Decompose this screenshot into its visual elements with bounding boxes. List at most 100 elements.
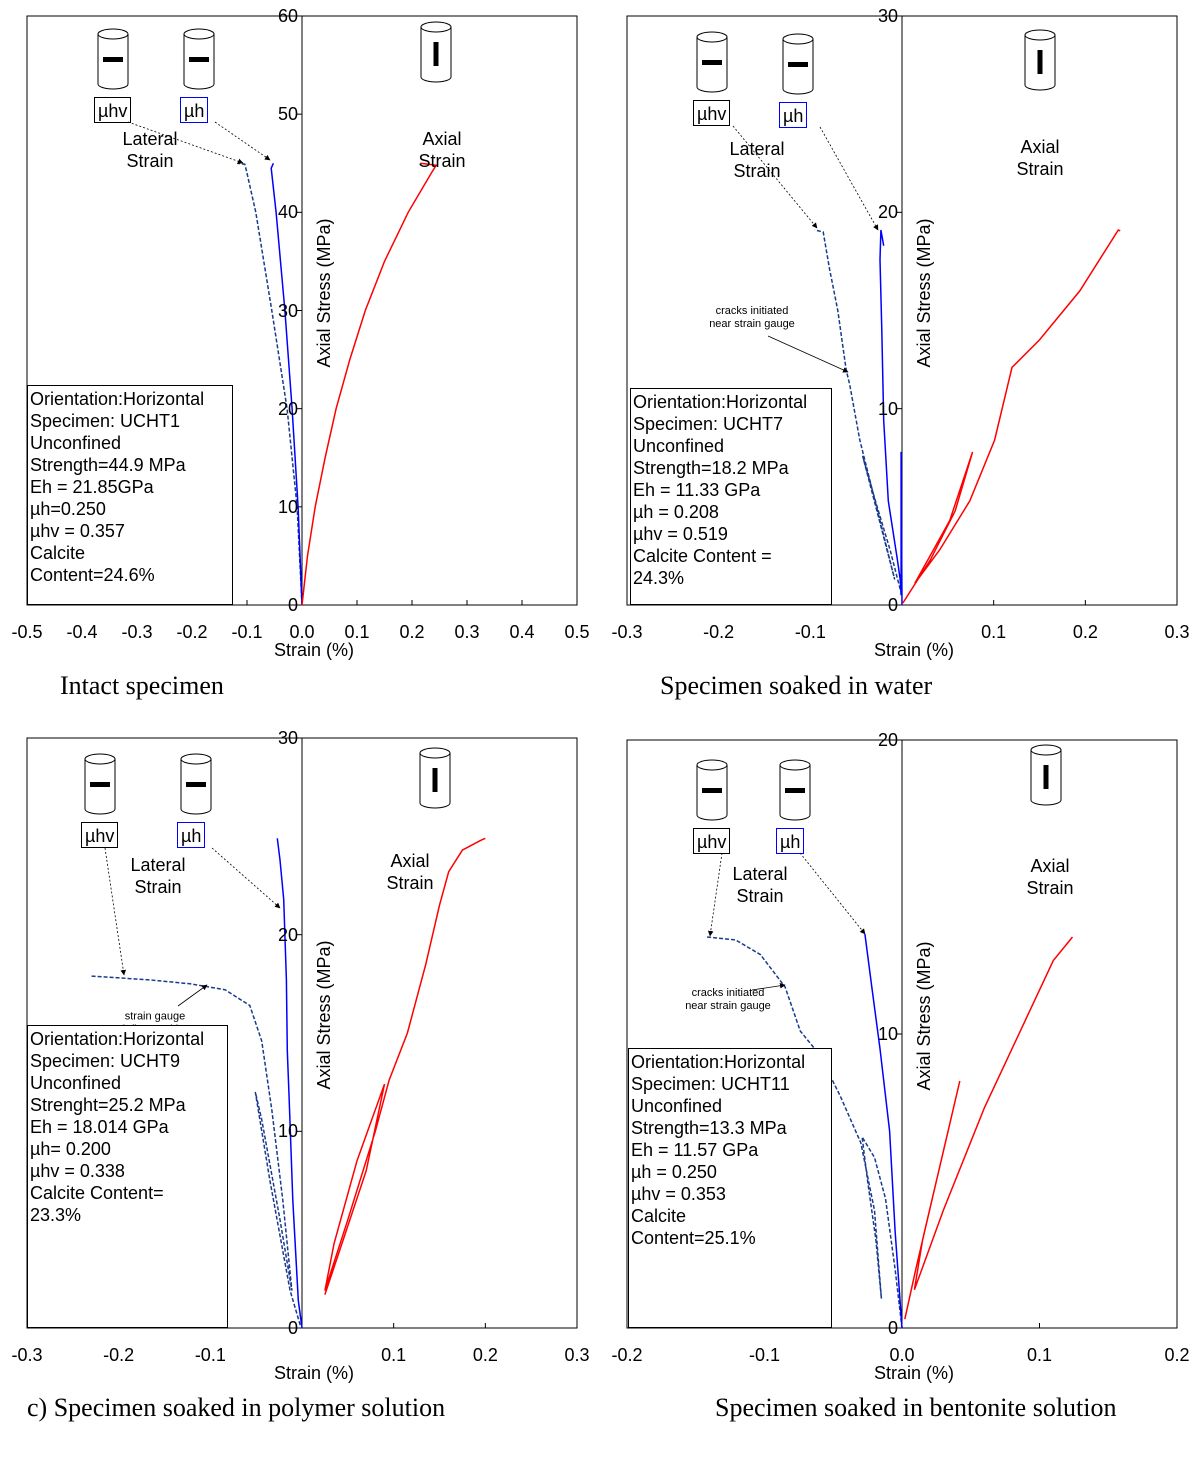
x-tick-label: 0.3 [564,1345,590,1365]
x-tick-label: 0.4 [509,622,535,642]
x-tick-label: -0.1 [794,622,826,642]
info-line: Strength=44.9 MPa [30,455,186,475]
cylinder-top [696,31,728,43]
caption: Intact specimen [60,671,224,700]
gauge-icon [702,60,722,65]
cylinder-icon [782,39,814,95]
x-tick-label: -0.3 [121,622,153,642]
pointer-arrow [104,847,127,976]
y-axis-label: Axial Stress (MPa) [314,218,334,368]
info-line: Specimen: UCHT7 [633,414,784,434]
cylinder-top [782,33,814,45]
y-tick-label: 60 [277,6,298,26]
annotation-line: near strain gauge [709,318,795,330]
info-line: Eh = 11.57 GPa [631,1140,759,1160]
cylinder-top [180,753,212,765]
x-tick-label: -0.2 [103,1345,135,1365]
info-line: Strength=18.2 MPa [633,458,789,478]
lateral-label: Lateral Strain [729,139,785,181]
info-line: Orientation:Horizontal [30,1029,205,1049]
cylinder-icon [84,759,116,815]
gauge-icon [186,782,206,787]
legend-entry: µhv [693,828,731,854]
x-tick-label: 0.0 [889,1345,915,1365]
y-tick-label: 0 [887,1318,898,1338]
pointer-arrow [211,847,281,909]
x-tick-label: 0.5 [564,622,590,642]
cylinder-icon [419,753,451,809]
cylinder-top [97,28,129,40]
legend-entry: µh [779,102,808,128]
caption: c) Specimen soaked in polymer solution [27,1393,446,1422]
gauge-icon [90,782,110,787]
y-tick-label: 10 [277,1121,298,1142]
axial-label: Axial Strain [418,129,466,171]
info-box: Orientation:Horizontal Specimen: UCHT1 Unc… [27,385,233,605]
legend-entry: µhv [81,822,119,848]
strain-curve [706,936,903,1329]
strain-curve [270,162,303,606]
y-tick-label: 50 [277,104,298,125]
pointer-arrow [799,852,866,935]
info-line: 23.3% [30,1205,82,1225]
gauge-icon [432,768,438,792]
y-tick-label: 30 [877,6,898,26]
legend-entry: µh [180,97,209,123]
cylinder-top [183,28,215,40]
info-line: Calcite [30,543,86,563]
x-tick-label: 0.2 [472,1345,498,1365]
info-line: Calcite Content = [633,546,772,566]
y-axis-label: Axial Stress (MPa) [914,941,934,1091]
info-line: Specimen: UCHT9 [30,1051,181,1071]
pointer-arrow [214,121,271,161]
info-box: Orientation:Horizontal Specimen: UCHT11 Un… [628,1048,832,1328]
cylinder-top [84,753,116,765]
axial-label: Axial Strain [1026,856,1074,898]
cylinder-top [419,747,451,759]
x-tick-label: 0.2 [399,622,425,642]
cylinder-top [420,21,452,33]
info-line: Content=25.1% [631,1228,756,1248]
strain-curve [237,162,303,606]
info-line: Orientation:Horizontal [631,1052,806,1072]
x-tick-label: -0.5 [11,622,43,642]
y-axis-label: Axial Stress (MPa) [914,218,934,368]
strain-curve [814,229,901,590]
info-line: Unconfined [30,433,122,453]
cylinder-icon [696,37,728,93]
info-line: Orientation:Horizontal [633,392,808,412]
info-line: Strenght=25.2 MPa [30,1095,186,1115]
cylinder-icon [1024,35,1056,91]
info-line: Unconfined [631,1096,723,1116]
cylinder-icon [696,765,728,821]
x-axis-label: Strain (%) [273,1363,355,1383]
x-tick-label: -0.3 [611,622,643,642]
info-line: µh= 0.200 [30,1139,111,1159]
info-line: Specimen: UCHT11 [631,1074,790,1094]
y-tick-label: 10 [877,1024,898,1044]
annotation-arrow [177,984,208,1007]
cylinder-icon [779,765,811,821]
annotation-line: near strain gauge [685,1000,771,1012]
info-line: µhv = 0.519 [633,524,728,544]
info-box: Orientation:Horizontal Specimen: UCHT9 Unc… [27,1025,228,1328]
gauge-icon [1043,765,1049,789]
y-tick-label: 20 [277,398,298,419]
strain-curve [324,837,486,1295]
info-line: Calcite Content= [30,1183,164,1203]
info-line: Unconfined [633,436,725,456]
strain-curve [301,162,438,606]
x-tick-label: 0.1 [381,1345,407,1365]
strain-curve [276,838,303,1329]
info-line: Orientation:Horizontal [30,389,205,409]
info-line: µhv = 0.353 [631,1184,726,1204]
y-tick-label: 0 [887,595,898,615]
strain-curve [879,229,903,606]
x-tick-label: 0.2 [1072,622,1098,642]
x-tick-label: -0.1 [231,622,263,642]
cylinder-icon [180,759,212,815]
pointer-arrow [127,121,244,164]
x-tick-label: -0.1 [194,1345,226,1365]
x-tick-label: -0.1 [748,1345,781,1365]
